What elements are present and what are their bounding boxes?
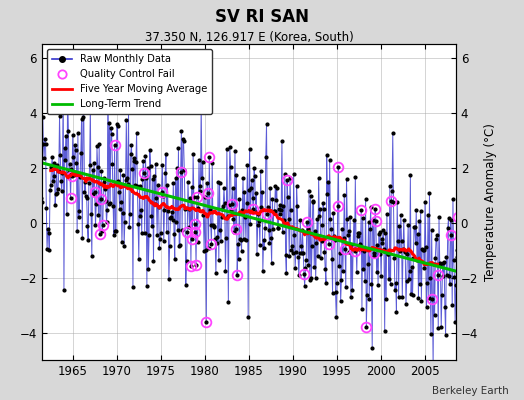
Text: Berkeley Earth: Berkeley Earth xyxy=(432,386,508,396)
Title: 37.350 N, 126.917 E (Korea, South): 37.350 N, 126.917 E (Korea, South) xyxy=(145,31,353,44)
Y-axis label: Temperature Anomaly (°C): Temperature Anomaly (°C) xyxy=(484,123,497,281)
Legend: Raw Monthly Data, Quality Control Fail, Five Year Moving Average, Long-Term Tren: Raw Monthly Data, Quality Control Fail, … xyxy=(47,49,212,114)
Text: SV RI SAN: SV RI SAN xyxy=(215,8,309,26)
